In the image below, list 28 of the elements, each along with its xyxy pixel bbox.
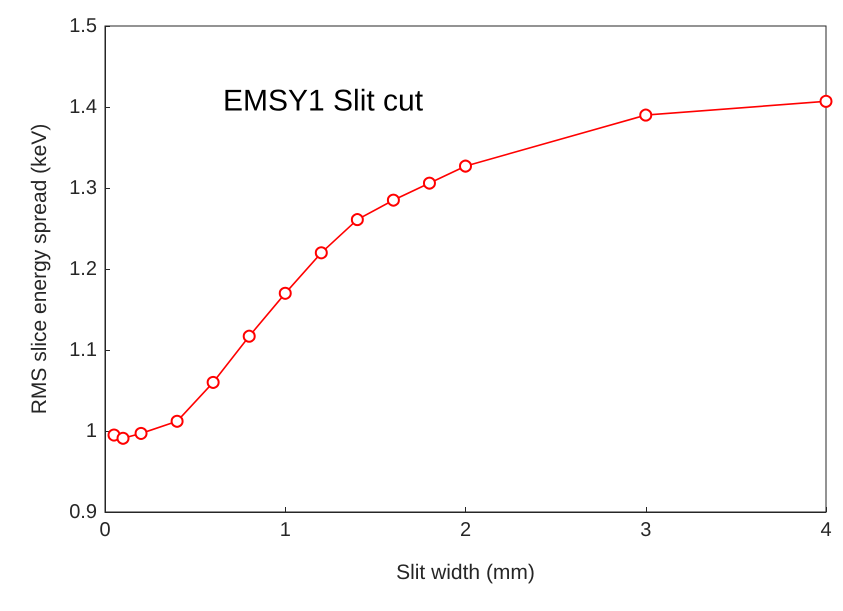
y-tick-label: 1	[86, 420, 97, 442]
y-tick-label: 0.9	[69, 501, 97, 523]
point	[134, 426, 148, 440]
x-tick-label: 0	[99, 519, 111, 541]
y-axis-title: RMS slice energy spread (keV)	[28, 124, 51, 414]
annotation: EMSY1 Slit cut	[223, 84, 424, 118]
x-tick-label: 1	[280, 519, 291, 541]
point	[422, 176, 436, 190]
point	[242, 330, 256, 343]
point	[639, 108, 652, 122]
y-tick-label: 1.5	[69, 15, 97, 37]
y-tick-label: 1.4	[69, 96, 97, 118]
point	[278, 286, 292, 300]
point	[314, 246, 328, 260]
x-axis-title: Slit width (mm)	[396, 561, 535, 584]
point	[206, 376, 220, 389]
point	[350, 213, 364, 226]
y-tick-label: 1.1	[69, 339, 97, 361]
point	[386, 194, 400, 207]
point	[170, 414, 184, 428]
point	[116, 432, 130, 445]
point	[459, 160, 472, 173]
y-tick-label: 1.3	[69, 177, 97, 199]
y-tick-label: 1.2	[69, 258, 97, 280]
x-tick-label: 2	[460, 519, 472, 541]
point	[820, 94, 832, 108]
x-tick-label: 3	[640, 519, 652, 541]
x-tick-label: 4	[820, 519, 832, 541]
